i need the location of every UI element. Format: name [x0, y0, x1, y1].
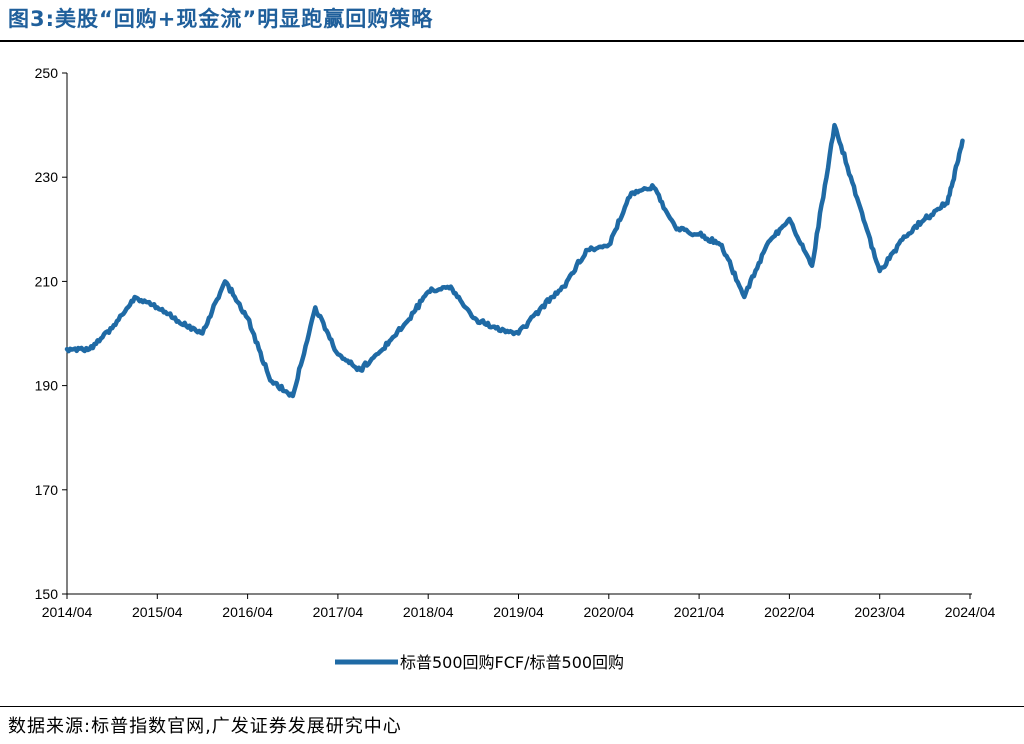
legend-label: 标普500回购FCF/标普500回购: [400, 653, 624, 672]
x-tick-label: 2020/04: [583, 604, 634, 620]
legend: 标普500回购FCF/标普500回购: [335, 653, 624, 672]
x-axis-ticks: 2014/04 2015/04 2016/04 2017/04 2018/04 2019/…: [42, 594, 996, 620]
source-rule: [0, 706, 1024, 707]
axes: [66, 73, 972, 595]
y-tick-label: 190: [35, 378, 59, 394]
y-axis-ticks: 250 230 210 190 170 150: [35, 65, 67, 602]
x-tick-label: 2022/04: [764, 604, 815, 620]
x-tick-label: 2016/04: [222, 604, 273, 620]
x-tick-label: 2019/04: [493, 604, 544, 620]
x-tick-label: 2021/04: [674, 604, 725, 620]
y-tick-label: 230: [35, 169, 59, 185]
series-line: [64, 122, 965, 399]
line-chart: 250 230 210 190 170 150 2014/04 2015/04 2016/04…: [35, 65, 996, 672]
x-tick-label: 2024/04: [945, 604, 996, 620]
y-tick-label: 250: [35, 65, 59, 81]
x-tick-label: 2023/04: [854, 604, 905, 620]
x-tick-label: 2018/04: [403, 604, 454, 620]
x-tick-label: 2015/04: [132, 604, 183, 620]
source-note: 数据来源:标普指数官网,广发证券发展研究中心: [8, 716, 402, 737]
x-tick-label: 2017/04: [313, 604, 364, 620]
y-tick-label: 150: [35, 586, 59, 602]
y-tick-label: 170: [35, 482, 59, 498]
title-rule: [0, 40, 1024, 42]
figure-title: 图3:美股“回购+现金流”明显跑赢回购策略: [8, 7, 434, 31]
y-tick-label: 210: [35, 273, 59, 289]
x-tick-label: 2014/04: [42, 604, 93, 620]
series-layer: [64, 122, 965, 399]
